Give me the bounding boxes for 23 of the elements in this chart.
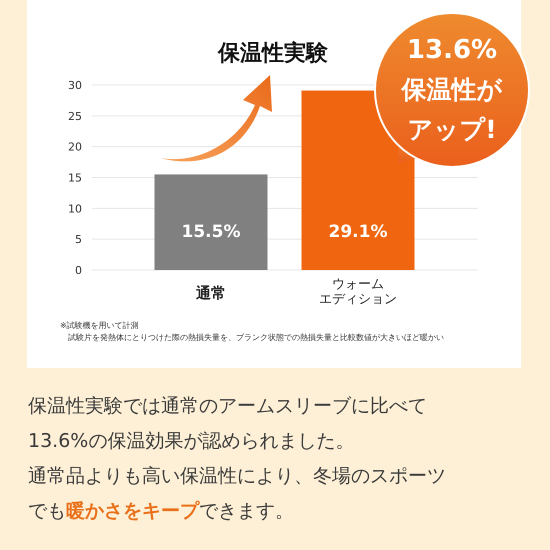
- text: 試験片を発熱体にとりつけた際の熱損失量を、ブランク状態での熱損失量と比較数値が大きいほど暖かい: [68, 333, 444, 342]
- data-label: 29.1%: [328, 222, 388, 242]
- y-tick-label: 25: [68, 110, 82, 123]
- speech-bubble: 13.6% 保温性が アップ!: [374, 12, 530, 168]
- y-tick-label: 15: [68, 172, 82, 184]
- x-tick-label: ウォームエディション: [319, 277, 397, 307]
- text: 暖かさをキープ: [66, 500, 200, 522]
- x-tick-label: 通常: [195, 284, 226, 302]
- y-tick-label: 20: [68, 140, 82, 154]
- annotation: 保温性が: [400, 75, 502, 104]
- y-tick-label: 10: [68, 202, 82, 216]
- y-tick-label: 30: [68, 79, 82, 92]
- text: 13.6%の保温効果が認められました。: [28, 430, 354, 452]
- y-tick-label: 0: [75, 264, 82, 277]
- chart-title: 保温性実験: [217, 40, 329, 66]
- y-tick-label: 5: [75, 233, 82, 246]
- text: でも: [28, 500, 66, 522]
- annotation: アップ!: [407, 115, 497, 144]
- data-label: 15.5%: [182, 222, 240, 242]
- text: 通常品よりも高い保温性により、冬場のスポーツ: [28, 465, 446, 487]
- text: 保温性実験では通常のアームスリーブに比べて: [28, 395, 427, 417]
- text: ※試験機を用いて計測: [60, 321, 139, 330]
- text: できます。: [199, 500, 294, 522]
